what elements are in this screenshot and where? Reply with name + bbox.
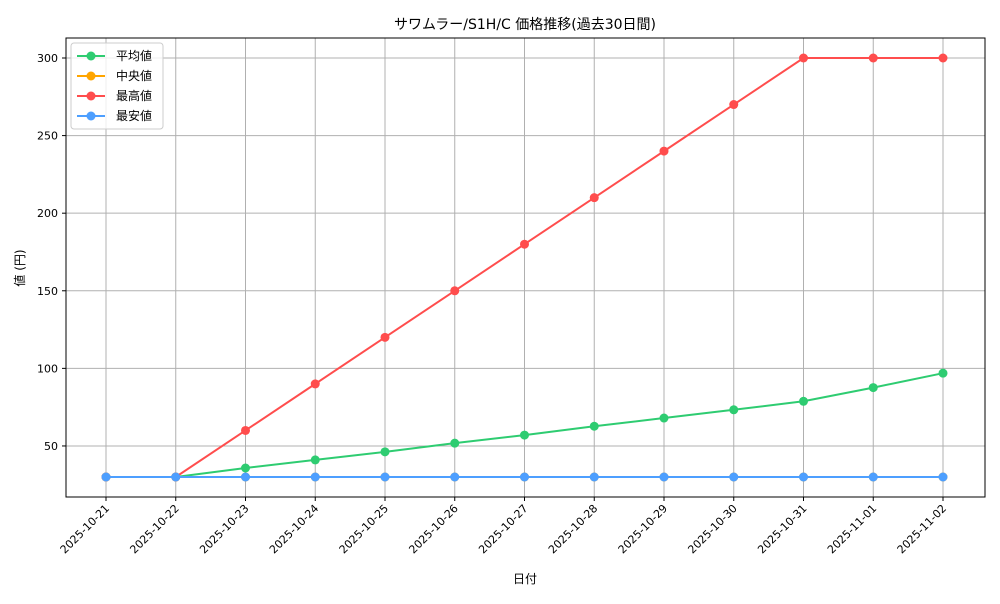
x-tick-label: 2025-10-24 (267, 502, 321, 556)
x-tick-label: 2025-11-02 (895, 502, 949, 556)
data-point (729, 405, 739, 415)
data-point (868, 472, 878, 482)
data-point (938, 472, 948, 482)
legend-marker (86, 111, 96, 121)
data-point (520, 472, 529, 482)
y-tick-label: 200 (37, 207, 58, 220)
data-point (868, 383, 878, 393)
legend-marker (86, 71, 96, 81)
data-point (659, 146, 669, 156)
data-point (171, 472, 181, 482)
data-point (310, 472, 320, 482)
legend-label: 最高値 (116, 88, 152, 103)
y-axis-label: 値 (円) (12, 249, 27, 286)
plot-frame (65, 37, 986, 498)
data-point (799, 396, 808, 406)
data-point (938, 53, 948, 63)
data-point (799, 472, 808, 482)
x-tick-label: 2025-10-29 (616, 502, 670, 556)
grid (66, 38, 985, 497)
data-point (380, 332, 390, 342)
x-axis-label: 日付 (513, 572, 537, 586)
data-point (659, 472, 669, 482)
legend-marker (86, 91, 96, 101)
x-tick-label: 2025-10-22 (127, 502, 181, 556)
legend-label: 平均値 (116, 48, 152, 63)
data-point (589, 472, 599, 482)
x-tick-label: 2025-10-23 (197, 502, 251, 556)
legend-box (70, 42, 164, 130)
y-tick-label: 250 (37, 130, 58, 143)
data-point (589, 421, 599, 431)
series-layer (101, 53, 948, 482)
data-point (520, 239, 529, 249)
legend-label: 最安値 (116, 108, 152, 123)
data-point (241, 425, 250, 435)
data-point (450, 286, 460, 296)
data-point (589, 193, 599, 203)
data-point (450, 472, 460, 482)
data-point (868, 53, 878, 63)
x-tick-label: 2025-10-26 (406, 502, 460, 556)
x-tick-label: 2025-10-28 (546, 502, 600, 556)
x-tick-label: 2025-10-21 (58, 502, 112, 556)
data-point (520, 430, 529, 440)
data-point (729, 472, 739, 482)
data-point (310, 455, 320, 465)
data-point (799, 53, 808, 63)
y-tick-label: 100 (37, 362, 58, 375)
legend-label: 中央値 (116, 68, 152, 83)
chart-title: サワムラー/S1H/C 価格推移(過去30日間) (394, 17, 656, 33)
series-最安値 (101, 472, 948, 482)
y-tick-label: 50 (44, 440, 58, 453)
x-tick-label: 2025-11-01 (825, 502, 879, 556)
data-point (729, 100, 739, 110)
legend-marker (86, 51, 96, 61)
y-tick-label: 300 (37, 52, 58, 65)
data-point (380, 472, 390, 482)
x-tick-label: 2025-10-31 (755, 502, 809, 556)
data-point (101, 472, 111, 482)
data-point (938, 368, 948, 378)
data-point (380, 447, 390, 457)
data-point (659, 413, 669, 423)
y-tick-label: 150 (37, 285, 58, 298)
data-point (241, 463, 250, 473)
data-point (450, 438, 460, 448)
x-tick-label: 2025-10-30 (685, 502, 739, 556)
data-point (241, 472, 250, 482)
data-point (310, 379, 320, 389)
x-tick-label: 2025-10-25 (337, 502, 391, 556)
x-tick-label: 2025-10-27 (476, 502, 530, 556)
